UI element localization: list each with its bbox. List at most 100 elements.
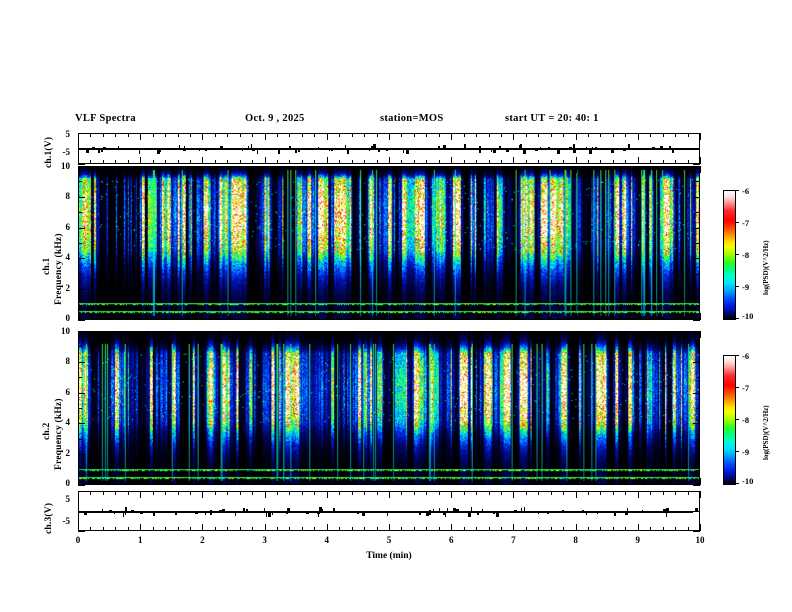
waveform-spike <box>205 513 206 515</box>
waveform-spike <box>387 513 388 516</box>
ch1-freq-tick-0: 0 <box>65 313 71 323</box>
x-tick <box>389 166 390 173</box>
x-tick <box>264 331 266 338</box>
y-tick <box>78 258 85 259</box>
x-tick <box>314 481 316 485</box>
colorbar-ch1-tick--6: -6 <box>742 186 750 196</box>
x-tick <box>78 478 79 485</box>
x-tick <box>451 524 453 531</box>
x-tick <box>600 491 602 495</box>
x-tick <box>252 133 254 137</box>
x-tick <box>500 133 502 137</box>
x-tick-label-4: 4 <box>324 535 330 545</box>
x-tick <box>463 481 465 485</box>
x-tick <box>351 491 353 495</box>
x-tick <box>376 133 378 137</box>
x-tick <box>289 316 291 320</box>
x-tick <box>165 527 167 531</box>
colorbar-tick <box>735 451 739 452</box>
y-tick <box>78 491 85 492</box>
waveform-spike <box>287 508 290 511</box>
x-tick <box>625 133 627 137</box>
y-tick <box>693 197 700 198</box>
x-tick <box>239 331 241 335</box>
x-tick <box>401 133 403 137</box>
x-tick <box>189 133 191 137</box>
x-tick <box>152 133 154 137</box>
x-tick <box>438 166 440 170</box>
x-tick <box>550 491 552 495</box>
y-tick <box>78 346 82 347</box>
x-tick <box>675 481 677 485</box>
x-tick <box>426 527 428 531</box>
waveform-spike <box>86 150 89 153</box>
x-tick <box>662 331 664 335</box>
colorbar-ch1-label: log(PSD)(V^2/Hz) <box>762 240 770 295</box>
x-tick <box>525 160 527 164</box>
waveform-spike <box>443 145 446 148</box>
x-tick <box>140 313 142 320</box>
y-tick <box>693 228 700 229</box>
x-tick <box>488 133 490 137</box>
y-tick <box>693 149 700 150</box>
x-tick <box>575 491 577 498</box>
x-tick <box>227 331 229 335</box>
y-tick <box>78 423 85 424</box>
y-tick <box>78 305 82 306</box>
waveform-spike <box>464 144 466 148</box>
x-tick <box>401 331 403 335</box>
x-tick <box>140 524 142 531</box>
colorbar-ch1-tick--7: -7 <box>742 218 750 228</box>
ch3-waveform-trace <box>79 511 693 513</box>
y-tick <box>78 181 82 182</box>
x-tick <box>264 157 266 164</box>
x-tick <box>152 481 154 485</box>
x-tick <box>637 157 639 164</box>
waveform-spike <box>264 508 265 511</box>
x-tick <box>389 478 390 485</box>
waveform-spike <box>586 147 587 148</box>
x-tick <box>102 133 104 137</box>
x-tick <box>189 166 191 170</box>
x-tick <box>289 527 291 531</box>
ch2-freq-tick-6: 6 <box>65 387 71 397</box>
waveform-spike <box>540 147 541 148</box>
waveform-spike <box>471 507 472 511</box>
y-tick <box>78 454 85 455</box>
waveform-spike <box>318 147 319 148</box>
x-tick <box>339 160 341 164</box>
x-tick-label-6: 6 <box>448 535 454 545</box>
x-tick <box>314 160 316 164</box>
colorbar-ch1-tick--10: -10 <box>742 311 754 321</box>
y-tick <box>78 511 85 512</box>
x-tick <box>102 316 104 320</box>
x-tick <box>102 331 104 335</box>
y-tick <box>696 377 700 378</box>
x-tick <box>513 491 515 498</box>
x-tick <box>426 316 428 320</box>
x-tick <box>364 481 366 485</box>
x-tick <box>687 491 689 495</box>
x-tick <box>700 133 701 140</box>
waveform-spike <box>278 150 280 154</box>
y-tick <box>693 133 700 134</box>
x-tick <box>687 481 689 485</box>
x-tick <box>575 331 577 338</box>
colorbar-ch2-label: log(PSD)(V^2/Hz) <box>762 405 770 460</box>
x-tick <box>102 166 104 170</box>
x-tick <box>476 331 478 335</box>
title-main: VLF Spectra <box>75 113 136 124</box>
x-tick <box>563 481 565 485</box>
colorbar-ch2-tick--6: -6 <box>742 351 750 361</box>
x-tick <box>127 133 129 137</box>
x-tick <box>165 133 167 137</box>
waveform-spike <box>627 508 628 511</box>
x-tick <box>426 481 428 485</box>
x-tick <box>675 527 677 531</box>
x-tick <box>612 481 614 485</box>
colorbar-tick <box>735 254 739 255</box>
x-tick <box>588 133 590 137</box>
waveform-spike <box>419 513 421 515</box>
x-tick <box>364 527 366 531</box>
x-tick <box>202 133 204 140</box>
